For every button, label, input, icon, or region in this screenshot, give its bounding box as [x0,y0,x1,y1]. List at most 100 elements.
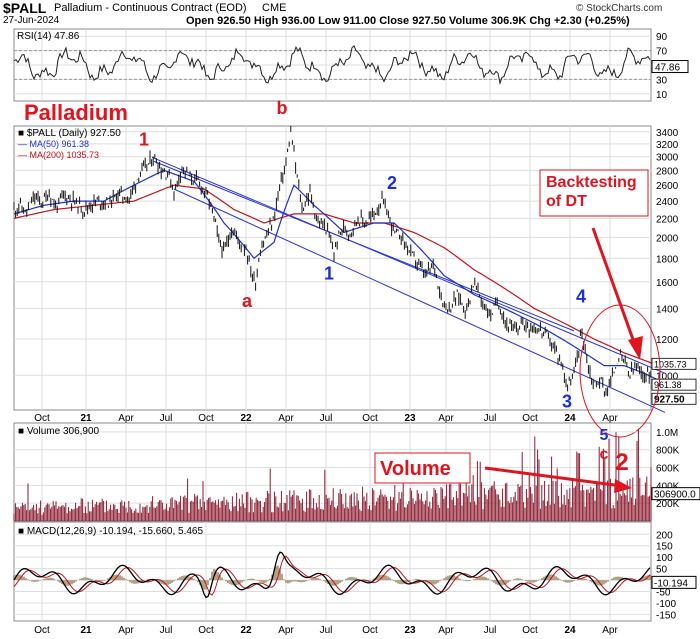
channel-lower-line [173,188,666,413]
macd-tick-label: 100 [656,553,673,564]
x-tick-label-bottom: Apr [118,625,134,636]
x-tick-label-top: Apr [118,413,134,424]
macd-legend: ■ MACD(12,26,9) -10.194, -15.660, 5.465 [18,526,203,537]
x-tick-label-top: 24 [564,413,576,424]
backtesting-label-line2: of DT [546,193,587,210]
price-tick-label: 2400 [656,197,679,208]
price-tick-label: 3000 [656,153,679,164]
macd-tick-label: 200 [656,530,673,541]
x-tick-label-top: Jul [484,413,497,424]
x-tick-label-bottom: Oct [34,625,50,636]
volume-tick-label: 200K [656,499,680,510]
price-tick-label: 1600 [656,278,679,289]
volume-tick-label: 600K [656,464,680,475]
rsi-tick-label: 30 [656,75,668,86]
price-right-label: 927.50 [654,394,685,405]
x-tick-label-top: Oct [522,413,538,424]
volume-annotation-box [374,452,471,484]
backtesting-arrow [591,227,637,346]
volume-tick-label: 800K [656,446,680,457]
x-tick-label-bottom: Oct [362,625,378,636]
price-right-label: 961.38 [654,380,682,390]
highlight-circle [579,304,661,438]
wave-label: 2 [387,173,397,193]
price-tick-label: 1400 [656,304,679,315]
rsi-legend: RSI(14) 47.86 [17,31,80,42]
exchange: CME [262,2,287,14]
backtesting-box [539,169,649,217]
x-tick-label-bottom: Jul [484,625,497,636]
x-tick-label-bottom: 24 [564,625,576,636]
instrument-name: Palladium - Continuous Contract (EOD) [54,2,247,14]
wave-label-c: c [600,446,609,463]
volume-annotation-label: Volume [380,458,451,480]
channel-mid-line [153,160,575,332]
price-right-box [651,357,697,370]
x-tick-label-top: 21 [80,413,92,424]
volume-arrow [484,466,623,488]
ohlc-summary: Open 926.50 High 936.00 Low 911.00 Close… [186,15,630,27]
price-tick-label: 3400 [656,128,679,139]
x-tick-label-bottom: Oct [522,625,538,636]
x-tick-label-bottom: 23 [404,625,416,636]
macd-tick-label: 50 [656,565,668,576]
volume-legend: ■ Volume 306,900 [18,426,100,437]
x-tick-label-top: Apr [438,413,454,424]
macd-tick-label: -50 [656,588,671,599]
watermark: © StockCharts.com [576,3,663,14]
chart-title: Palladium [24,100,128,125]
x-tick-label-top: Oct [362,413,378,424]
volume-tick-label: 400K [656,481,680,492]
panel-frame-macd [13,521,652,622]
x-tick-label-top: Oct [34,413,50,424]
wave-label-5: 5 [600,427,609,444]
wave-label: a [242,291,253,311]
backtesting-arrowhead [628,336,643,360]
wave-label: b [277,98,288,118]
x-tick-label-bottom: Jul [160,625,173,636]
price-tick-label: 1000 [656,371,679,382]
wave-label: 1 [139,130,149,150]
x-tick-label-bottom: Apr [438,625,454,636]
x-tick-label-top: 23 [404,413,416,424]
ma200-legend: — MA(200) 1035.73 [18,150,99,160]
price-tick-label: 1200 [656,335,679,346]
macd-last-value: -10.194 [654,578,688,589]
volume-last-box [651,487,700,501]
x-tick-label-top: Apr [278,413,294,424]
macd-tick-label: -150 [656,610,676,621]
x-tick-label-bottom: Oct [198,625,214,636]
price-bars [13,126,652,397]
macd-last-box [651,575,697,589]
price-tick-label: 2200 [656,214,679,225]
x-tick-label-bottom: Apr [278,625,294,636]
rsi-tick-label: 10 [656,90,668,101]
price-tick-label: 3200 [656,140,679,151]
price-tick-label: 2800 [656,166,679,177]
x-tick-label-bottom: Jul [320,625,333,636]
rsi-tick-label: 90 [656,32,668,43]
channel-upper-line [151,156,666,374]
macd-tick-label: -100 [656,599,676,610]
macd-line [13,551,651,599]
volume-last-value: 306900.0 [654,490,696,501]
volume-arrowhead [614,479,632,493]
price-legend: ■ $PALL (Daily) 927.50 [18,128,121,139]
price-tick-label: 2000 [656,233,679,244]
rsi-tick-label: 70 [656,47,668,58]
x-tick-label-top: Oct [198,413,214,424]
x-tick-label-top: Jul [320,413,333,424]
x-tick-label-bottom: 21 [80,625,92,636]
volume-tick-label: 1.0M [656,428,678,439]
rsi-line [13,45,651,86]
backtesting-label-line1: Backtesting [546,174,637,191]
wave-label-2: 2 [615,449,628,476]
ma50-legend: — MA(50) 961.38 [18,139,89,149]
date: 27-Jun-2024 [3,15,60,26]
macd-signal-line [13,555,651,596]
wave-label: 4 [576,287,586,307]
price-right-box [651,378,697,391]
x-tick-label-bottom: Apr [602,625,618,636]
x-tick-label-top: 22 [240,413,252,424]
